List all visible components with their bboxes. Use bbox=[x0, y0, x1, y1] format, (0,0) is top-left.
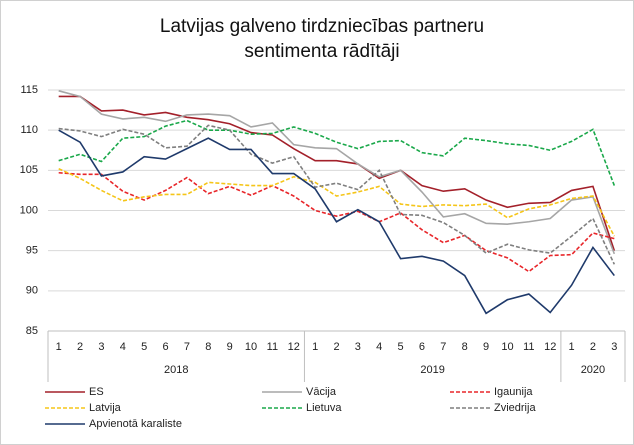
y-tick-label: 100 bbox=[20, 204, 38, 216]
y-tick-label: 85 bbox=[26, 325, 38, 337]
y-tick-label: 95 bbox=[26, 245, 38, 257]
y-tick-label: 105 bbox=[20, 164, 38, 176]
x-tick-label: 10 bbox=[501, 341, 513, 353]
legend-label: ES bbox=[89, 386, 104, 398]
x-tick-label: 12 bbox=[288, 341, 300, 353]
x-tick-label: 5 bbox=[398, 341, 404, 353]
x-tick-label: 4 bbox=[120, 341, 126, 353]
x-tick-label: 11 bbox=[523, 341, 534, 353]
x-tick-label: 8 bbox=[205, 341, 211, 353]
x-tick-label: 9 bbox=[483, 341, 489, 353]
series-line bbox=[58, 90, 616, 255]
legend-label: Zviedrija bbox=[494, 402, 536, 414]
legend-label: Vācija bbox=[306, 386, 337, 398]
x-tick-label: 11 bbox=[267, 341, 278, 353]
y-tick-label: 110 bbox=[20, 124, 38, 136]
chart-title: Latvijas galveno tirdzniecības partneru bbox=[160, 16, 484, 37]
series-line bbox=[58, 124, 616, 265]
x-tick-label: 1 bbox=[56, 341, 62, 353]
x-tick-label: 5 bbox=[141, 341, 147, 353]
legend-label: Lietuva bbox=[306, 402, 342, 414]
x-tick-label: 6 bbox=[419, 341, 425, 353]
x-tick-label: 2 bbox=[77, 341, 83, 353]
x-tick-label: 3 bbox=[611, 341, 617, 353]
x-tick-label: 6 bbox=[162, 341, 168, 353]
legend-label: Igaunija bbox=[494, 386, 533, 398]
x-tick-label: 9 bbox=[227, 341, 233, 353]
x-tick-label: 3 bbox=[98, 341, 104, 353]
x-tick-label: 8 bbox=[462, 341, 468, 353]
x-tick-label: 4 bbox=[376, 341, 382, 353]
y-tick-label: 90 bbox=[26, 285, 38, 297]
series-line bbox=[58, 167, 616, 237]
legend-label: Latvija bbox=[89, 402, 122, 414]
series-line bbox=[58, 171, 615, 273]
x-tick-label: 3 bbox=[355, 341, 361, 353]
x-tick-label: 12 bbox=[544, 341, 556, 353]
x-tick-label: 2 bbox=[333, 341, 339, 353]
legend-label: Apvienotā karaliste bbox=[89, 418, 182, 430]
series-line bbox=[58, 129, 615, 315]
x-tick-label: 1 bbox=[569, 341, 575, 353]
chart-title: sentimenta rādītāji bbox=[244, 41, 399, 62]
y-tick-label: 115 bbox=[20, 84, 38, 96]
series-line bbox=[58, 95, 616, 251]
x-tick-label: 1 bbox=[312, 341, 318, 353]
x-tick-label: 2 bbox=[590, 341, 596, 353]
x-tick-label: 10 bbox=[245, 341, 257, 353]
series-line bbox=[58, 119, 616, 186]
x-tick-label: 7 bbox=[440, 341, 446, 353]
x-group-label: 2018 bbox=[164, 364, 188, 376]
x-group-label: 2020 bbox=[581, 364, 605, 376]
x-group-label: 2019 bbox=[420, 364, 444, 376]
x-tick-label: 7 bbox=[184, 341, 190, 353]
